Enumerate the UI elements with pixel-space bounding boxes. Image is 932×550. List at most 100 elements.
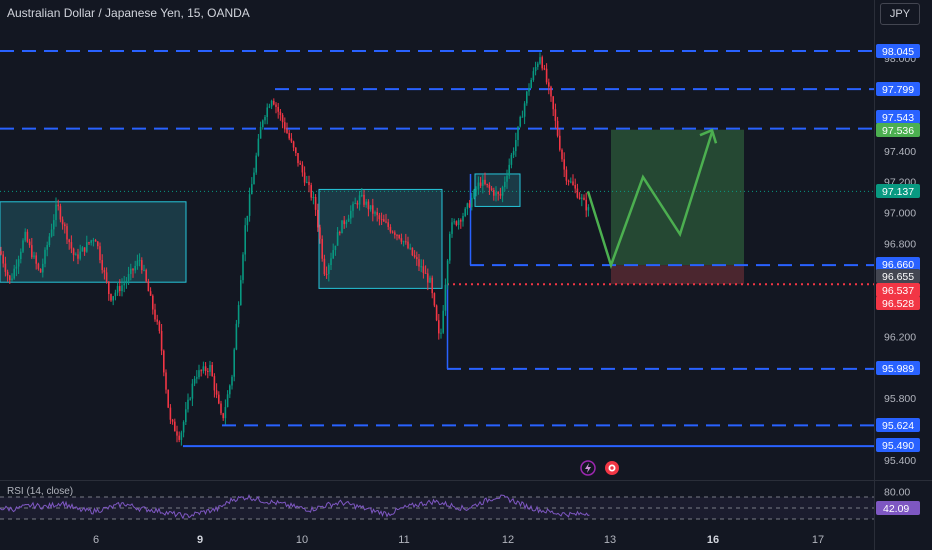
horizontal-levels[interactable] — [0, 50, 874, 448]
candle-body — [354, 203, 356, 205]
candle-body — [537, 63, 539, 67]
candle-body — [163, 350, 165, 373]
candle-body — [48, 236, 51, 246]
projection-path[interactable] — [586, 128, 718, 270]
candle-body — [284, 122, 286, 130]
candle-body — [361, 194, 363, 196]
candle-body — [66, 226, 68, 240]
candle-body — [576, 188, 579, 198]
candle-body — [422, 266, 425, 273]
candle-body — [22, 240, 24, 252]
rsi-legend[interactable]: RSI (14, close) — [7, 486, 74, 497]
candle-body — [541, 57, 543, 69]
price-tag-value: 96.528 — [882, 298, 914, 310]
candle-body — [369, 205, 372, 210]
time-axis-tick: 6 — [93, 534, 99, 546]
event-icons[interactable] — [580, 460, 619, 476]
candle-body — [145, 269, 147, 282]
zone-rectangle[interactable] — [474, 173, 521, 207]
candle-body — [154, 309, 156, 320]
candle-body — [207, 371, 209, 373]
candle-body — [350, 210, 352, 219]
stop-zone[interactable] — [611, 265, 744, 285]
candle-body — [204, 366, 207, 372]
candle-body — [101, 260, 103, 271]
candle-body — [35, 255, 37, 264]
candle-body — [574, 185, 576, 189]
candle-body — [39, 268, 42, 273]
candle-body — [281, 115, 284, 123]
candle-body — [464, 208, 466, 217]
candle-body — [187, 399, 189, 410]
candle-body — [539, 57, 541, 64]
candle-body — [402, 241, 405, 243]
candle-body — [169, 407, 172, 420]
candle-body — [11, 278, 13, 281]
candle-body — [565, 169, 568, 181]
candle-body — [519, 116, 521, 127]
candle-body — [143, 269, 145, 271]
candle-body — [244, 225, 246, 255]
candle-body — [550, 86, 552, 97]
candle-body — [559, 135, 561, 150]
candle-body — [548, 82, 550, 87]
candle-body — [255, 155, 257, 173]
candle-body — [288, 133, 290, 139]
lightning-icon — [585, 463, 591, 473]
candle-body — [396, 234, 398, 236]
candle-body — [429, 277, 431, 283]
candle-body — [13, 268, 15, 279]
candle-body — [0, 251, 2, 255]
candle-body — [587, 207, 590, 211]
candle-body — [42, 263, 44, 273]
candle-body — [314, 196, 317, 210]
rsi-line[interactable] — [0, 494, 590, 520]
candle-body — [345, 221, 348, 225]
rsi-pane[interactable]: 80.00 42.09 — [0, 487, 920, 520]
candle-body — [471, 197, 473, 208]
candle-body — [306, 181, 308, 183]
price-axis-tick: 96.800 — [884, 239, 916, 251]
symbol-title[interactable]: Australian Dollar / Japanese Yen, 15, OA… — [7, 6, 250, 20]
candle-body — [189, 398, 191, 400]
projection-line[interactable] — [586, 131, 714, 270]
candle-body — [427, 273, 429, 283]
long-position-tool[interactable] — [447, 129, 874, 286]
candle-body — [389, 226, 392, 232]
candle-body — [50, 229, 53, 237]
candle-body — [94, 240, 97, 242]
currency-button[interactable]: JPY — [880, 3, 920, 25]
time-axis-tick: 9 — [197, 534, 203, 546]
candle-body — [211, 364, 213, 377]
time-axis[interactable]: 6 9 10 11 12 13 16 17 — [93, 534, 824, 546]
candle-body — [279, 111, 282, 116]
candle-body — [257, 138, 260, 156]
candle-body — [391, 231, 394, 233]
candle-body — [475, 189, 477, 191]
time-axis-tick: 16 — [707, 534, 719, 546]
candle-body — [449, 233, 451, 261]
price-axis-tick: 97.400 — [884, 146, 916, 158]
price-axis-tick: 95.400 — [884, 455, 916, 467]
candle-body — [517, 126, 519, 140]
price-tag-value: 96.655 — [882, 271, 914, 283]
price-tag-value: 96.537 — [882, 285, 914, 297]
candle-body — [264, 117, 266, 121]
candlestick-series[interactable] — [0, 52, 590, 446]
candle-body — [460, 220, 462, 222]
candle-body — [191, 383, 194, 399]
candle-body — [398, 234, 400, 239]
target-zone[interactable] — [611, 129, 744, 266]
candle-body — [581, 197, 583, 199]
candle-body — [352, 203, 354, 211]
candle-body — [68, 239, 70, 243]
price-axis[interactable]: 98.00097.40097.20097.00096.80096.20095.8… — [884, 53, 916, 467]
candle-body — [325, 274, 328, 276]
candle-body — [543, 68, 546, 70]
candle-body — [59, 206, 62, 220]
candle-body — [108, 281, 110, 295]
candle-body — [97, 241, 99, 247]
candle-body — [90, 240, 92, 243]
candle-body — [512, 151, 515, 155]
